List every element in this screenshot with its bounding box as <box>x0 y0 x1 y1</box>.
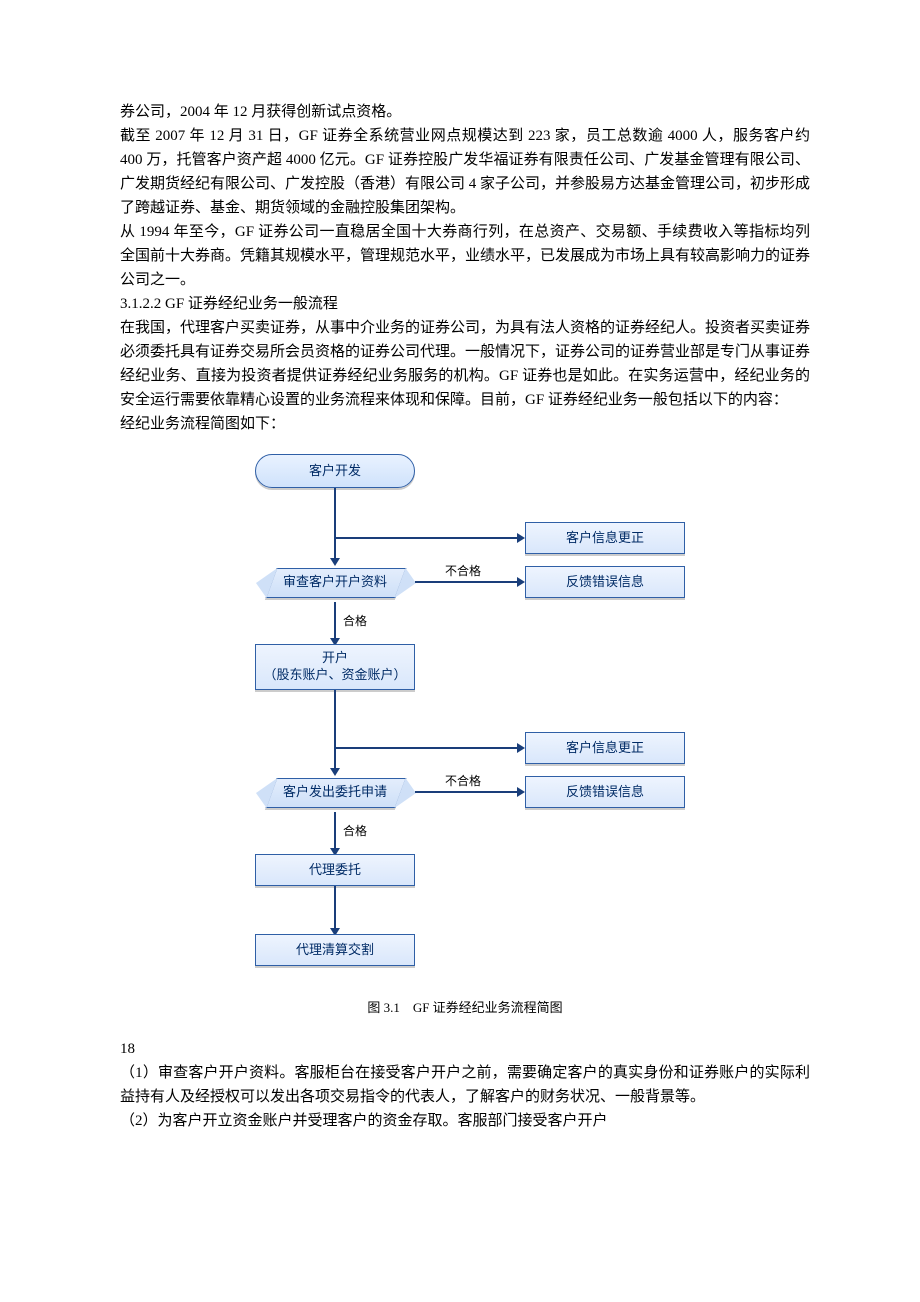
page-number: 18 <box>120 1037 810 1061</box>
node-info-correct-1: 客户信息更正 <box>525 522 685 554</box>
edge <box>335 537 517 539</box>
node-label: 代理清算交割 <box>296 940 374 961</box>
node-feedback-error-1: 反馈错误信息 <box>525 566 685 598</box>
node-open-account: 开户 （股东账户、资金账户） <box>255 644 415 690</box>
node-label: 反馈错误信息 <box>566 572 644 593</box>
node-settlement: 代理清算交割 <box>255 934 415 966</box>
edge <box>334 812 336 850</box>
arrowhead-right-icon <box>517 787 525 797</box>
edge-label-pass: 合格 <box>343 612 367 631</box>
node-sublabel: （股东账户、资金账户） <box>263 667 406 684</box>
node-label: 反馈错误信息 <box>566 782 644 803</box>
edge <box>334 602 336 640</box>
edge <box>334 690 336 770</box>
arrowhead-right-icon <box>517 577 525 587</box>
edge-label-pass: 合格 <box>343 822 367 841</box>
node-label: 客户开发 <box>309 461 361 482</box>
paragraph: （2）为客户开立资金账户并受理客户的资金存取。客服部门接受客户开户 <box>120 1109 810 1133</box>
node-feedback-error-2: 反馈错误信息 <box>525 776 685 808</box>
node-customer-dev: 客户开发 <box>255 454 415 488</box>
figure-caption: 图 3.1 GF 证券经纪业务流程简图 <box>245 998 685 1019</box>
paragraph: 在我国，代理客户买卖证券，从事中介业务的证券公司，为具有法人资格的证券经纪人。投… <box>120 316 810 412</box>
edge <box>334 886 336 930</box>
paragraph: 券公司，2004 年 12 月获得创新试点资格。 <box>120 100 810 124</box>
edge-label-fail: 不合格 <box>445 772 481 791</box>
edge <box>415 581 517 583</box>
arrowhead-right-icon <box>517 743 525 753</box>
node-label: 客户信息更正 <box>566 738 644 759</box>
node-label: 客户发出委托申请 <box>245 782 425 803</box>
edge <box>334 488 336 558</box>
edge <box>335 747 517 749</box>
node-review-docs: 审查客户开户资料 <box>245 562 425 602</box>
node-label: 开户 <box>263 650 406 667</box>
flowchart-container: 客户开发 客户信息更正 审查客户开户资料 不合格 反馈错误信息 <box>245 454 685 1019</box>
flowchart: 客户开发 客户信息更正 审查客户开户资料 不合格 反馈错误信息 <box>245 454 685 994</box>
edge-label-fail: 不合格 <box>445 562 481 581</box>
node-label: 审查客户开户资料 <box>245 572 425 593</box>
node-agent-order: 代理委托 <box>255 854 415 886</box>
paragraph: 截至 2007 年 12 月 31 日，GF 证券全系统营业网点规模达到 223… <box>120 124 810 220</box>
paragraph: （1）审查客户开户资料。客服柜台在接受客户开户之前，需要确定客户的真实身份和证券… <box>120 1061 810 1109</box>
arrowhead-right-icon <box>517 533 525 543</box>
node-customer-order: 客户发出委托申请 <box>245 772 425 812</box>
paragraph: 经纪业务流程简图如下： <box>120 412 810 436</box>
paragraph: 从 1994 年至今，GF 证券公司一直稳居全国十大券商行列，在总资产、交易额、… <box>120 220 810 292</box>
page: 券公司，2004 年 12 月获得创新试点资格。 截至 2007 年 12 月 … <box>0 0 920 1193</box>
edge <box>415 791 517 793</box>
node-label: 代理委托 <box>309 860 361 881</box>
node-label: 客户信息更正 <box>566 528 644 549</box>
node-info-correct-2: 客户信息更正 <box>525 732 685 764</box>
section-heading: 3.1.2.2 GF 证券经纪业务一般流程 <box>120 292 810 316</box>
